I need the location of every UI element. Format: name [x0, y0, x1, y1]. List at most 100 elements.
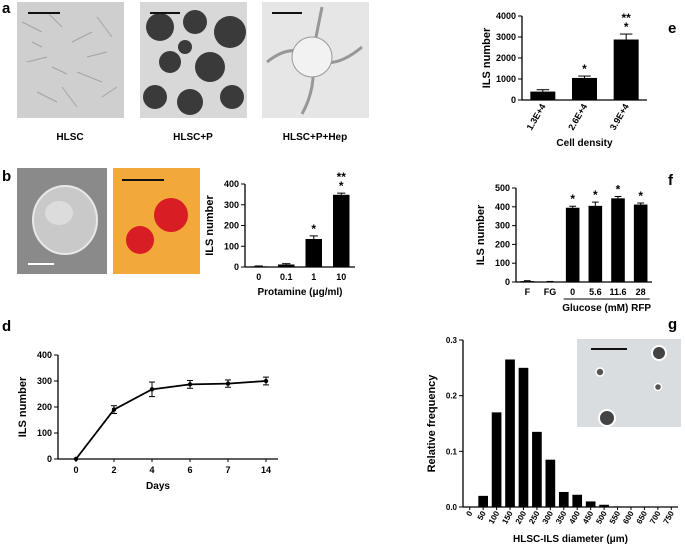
- chart-f: 0 100 200 300 400 500 F FG * 0 * 5.6 * 11.6 * 28 ILS num…: [475, 182, 652, 314]
- panel-label-f: f: [668, 172, 673, 189]
- bar-f-2: [565, 207, 580, 282]
- y-tick-label: 200: [37, 402, 52, 412]
- scale-bar-hlsc-p: [150, 12, 180, 14]
- x-tick-label: 1: [311, 272, 316, 282]
- y-tick-label: 0.2: [446, 392, 458, 401]
- y-tick-label: 3000: [496, 32, 516, 42]
- data-point-3: [187, 382, 193, 387]
- panel-label-e: e: [668, 20, 677, 37]
- x-tick-label: 300: [541, 509, 556, 526]
- sem-spheroid: [32, 185, 98, 255]
- micrograph-label-hlsc-p: HLSC+P: [173, 132, 213, 143]
- y-tick-label: 100: [495, 258, 510, 268]
- x-tick-label: 550: [608, 509, 623, 526]
- x-tick-label: 0: [256, 272, 261, 282]
- bar-g-8: [572, 494, 583, 507]
- x-tick-label: 0: [73, 465, 78, 475]
- x-tick-label: 28: [636, 287, 646, 297]
- micrograph-label-hlsc-p-hep: HLSC+P+Hep: [282, 132, 348, 143]
- y-tick-label: 0.1: [446, 447, 458, 456]
- x-tick-label: 4: [149, 465, 154, 475]
- x-tick-label: 400: [567, 509, 582, 526]
- y-axis-title: ILS number: [481, 27, 493, 88]
- hlsc-p-hep-network: [266, 6, 363, 115]
- x-tick-label: 10: [336, 272, 346, 282]
- y-tick-label: 400: [37, 350, 52, 360]
- data-point-0: [73, 456, 79, 462]
- x-tick-label: 200: [514, 509, 529, 526]
- hlsc-p-spheroids: [143, 10, 246, 115]
- bar-f-4: [611, 198, 625, 282]
- x-tick-label: 50: [476, 509, 489, 522]
- y-tick-label: 2000: [496, 53, 516, 63]
- x-axis-title: Cell density: [556, 138, 613, 149]
- x-tick-label: 700: [648, 509, 663, 526]
- y-tick-label: 400: [224, 179, 239, 189]
- significance-mark: *: [339, 179, 344, 193]
- bar-g-7: [558, 491, 569, 507]
- x-tick-label: 14: [261, 465, 271, 475]
- panel-label-d: d: [2, 318, 12, 335]
- x-tick-label: 0: [464, 509, 474, 518]
- bar-f-3: [588, 205, 603, 282]
- x-tick-label: 7: [225, 465, 230, 475]
- x-axis-title: Days: [146, 481, 170, 492]
- y-tick-label: 100: [37, 428, 52, 438]
- x-tick-label: 500: [594, 509, 609, 526]
- data-point-4: [225, 381, 231, 386]
- y-tick-label: 400: [495, 202, 510, 212]
- y-tick-label: 1000: [496, 74, 516, 84]
- y-tick-label: 200: [224, 221, 239, 231]
- bar-g-1: [478, 495, 488, 507]
- significance-mark: *: [570, 192, 575, 206]
- x-tick-label: 3.9E+4: [608, 102, 631, 132]
- stained-image: [113, 168, 200, 274]
- x-tick-label: 600: [621, 509, 636, 526]
- panel-label-g: g: [668, 316, 678, 333]
- bar-c-2: [305, 238, 322, 267]
- significance-mark: *: [624, 20, 629, 34]
- y-tick-label: 200: [495, 239, 510, 249]
- bar-g-2: [491, 412, 502, 507]
- x-tick-label: 100: [487, 509, 502, 526]
- bar-c-3: [333, 194, 350, 267]
- x-tick-label: 450: [581, 509, 596, 526]
- x-tick-label: 250: [527, 509, 542, 526]
- chart-d: 0 100 200 300 400 0 2 4 6 7 14 ILS number Days: [17, 350, 278, 492]
- bar-g-3: [505, 359, 515, 507]
- x-tick-label: 11.6: [609, 287, 626, 297]
- data-point-2: [149, 387, 155, 392]
- bar-e-0: [530, 91, 556, 100]
- significance-mark: *: [616, 182, 621, 196]
- scale-bar-hlsc: [28, 12, 60, 14]
- x-axis-title: Protamine (μg/ml): [257, 287, 342, 298]
- x-tick-label: FG: [544, 287, 557, 297]
- inset-spheroids: [595, 345, 667, 427]
- y-tick-label: 300: [224, 200, 239, 210]
- significance-mark: **: [337, 170, 347, 184]
- x-tick-label: 150: [500, 509, 515, 526]
- bar-g-9: [585, 501, 596, 507]
- x-tick-label: 650: [635, 509, 650, 526]
- bar-g-5: [532, 431, 542, 507]
- y-tick-label: 0: [511, 95, 516, 105]
- scale-bar-sem: [28, 263, 54, 265]
- x-axis-title: HLSC-ILS diameter (μm): [513, 534, 628, 545]
- bar-f-0: [520, 281, 535, 282]
- panel-label-b: b: [2, 168, 12, 185]
- hlsc-texture: [21, 11, 118, 108]
- x-tick-label: 750: [662, 509, 677, 526]
- y-tick-label: 300: [37, 376, 52, 386]
- x-tick-label: 5.6: [589, 287, 602, 297]
- significance-mark: *: [582, 62, 587, 76]
- x-tick-label: F: [525, 287, 531, 297]
- y-tick-label: 300: [495, 221, 510, 231]
- micrograph-hlsc-p-hep: [262, 2, 369, 118]
- significance-mark: *: [311, 222, 316, 236]
- y-tick-label: 0: [234, 262, 239, 272]
- y-tick-label: 4000: [496, 11, 516, 21]
- data-point-5: [263, 378, 269, 384]
- bar-c-0: [250, 266, 267, 267]
- chart-e: 010002000300040001.3E+4*2.6E+4***3.9E+4I…: [481, 11, 647, 149]
- panel-label-a: a: [2, 0, 11, 17]
